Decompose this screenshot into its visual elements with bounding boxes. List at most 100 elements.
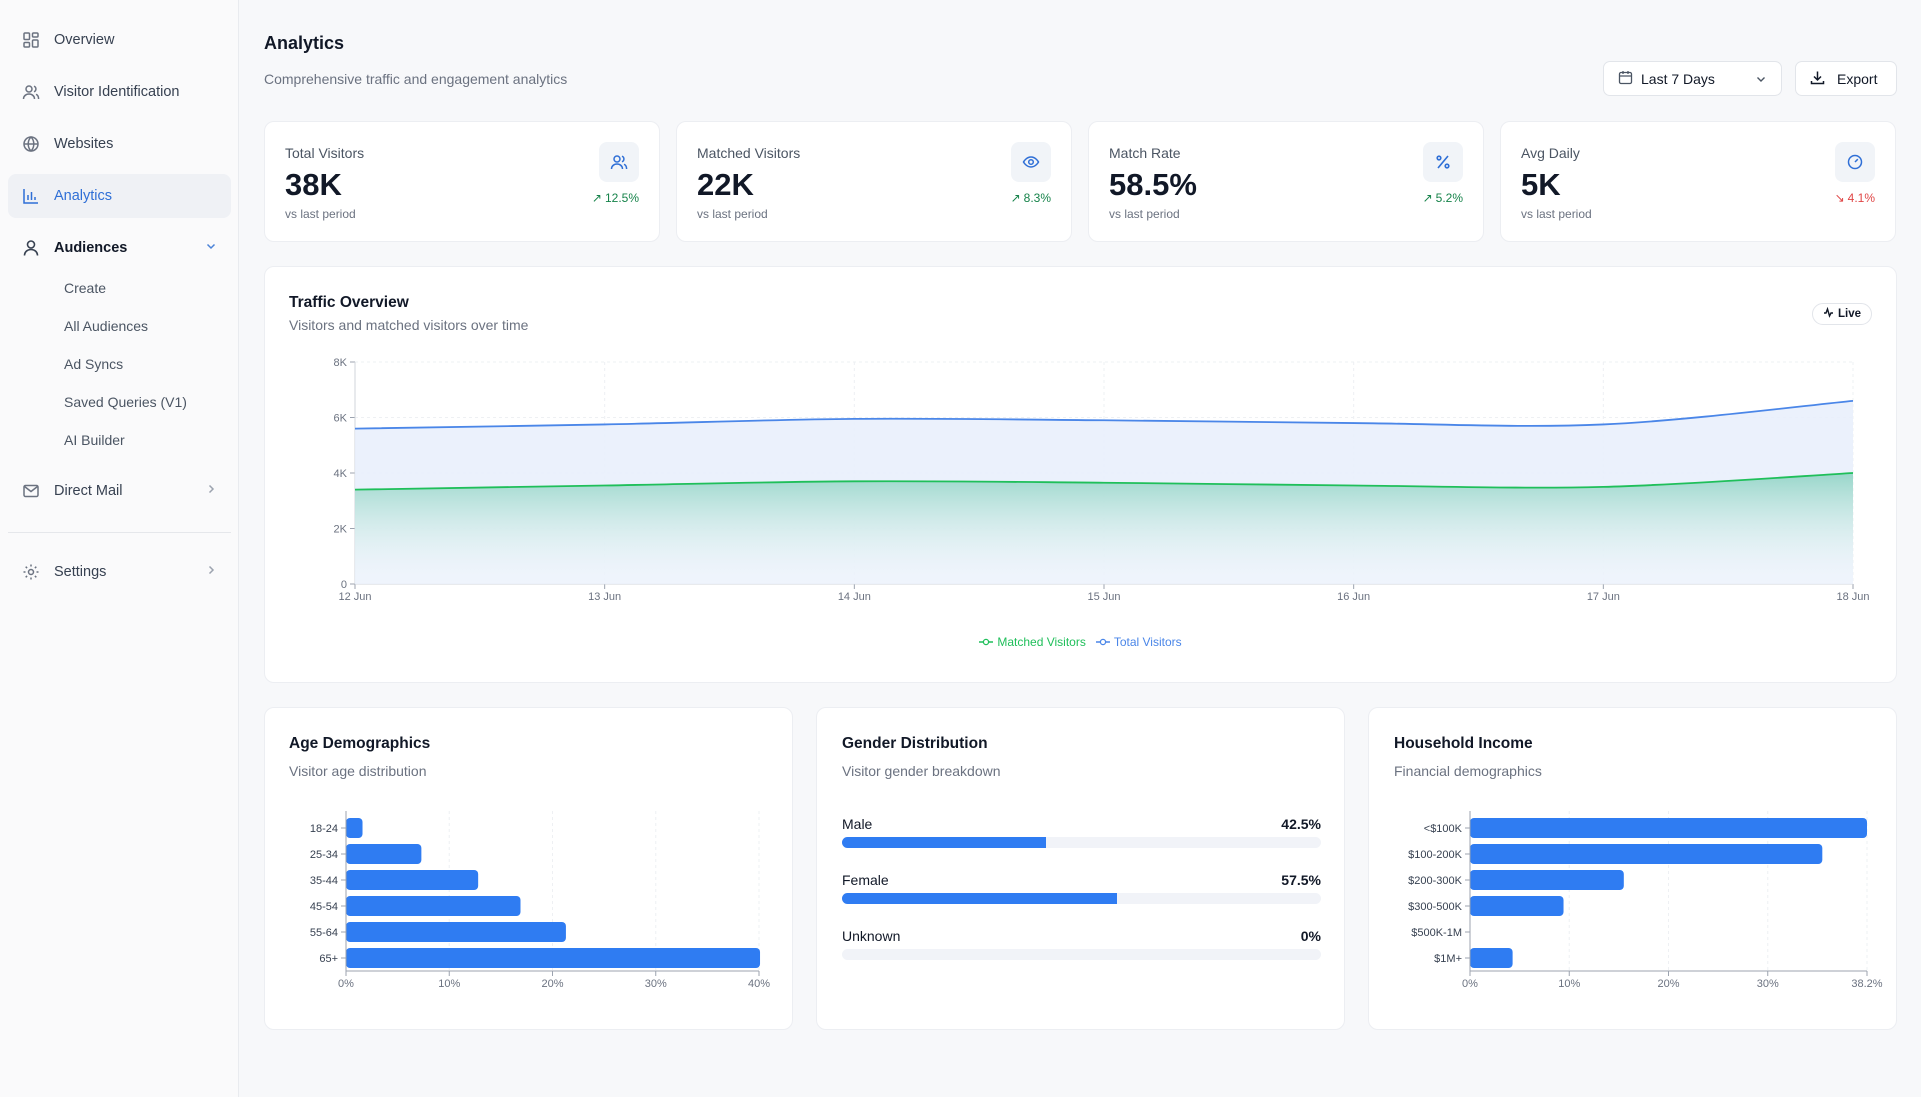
bar (1470, 896, 1564, 916)
sidebar-item-direct-mail[interactable]: Direct Mail (8, 469, 231, 513)
traffic-overview-card: Traffic Overview Visitors and matched vi… (264, 266, 1897, 683)
gender-title: Gender Distribution (842, 735, 988, 752)
x-tick-label: 38.2% (1851, 978, 1882, 990)
live-badge[interactable]: Live (1811, 303, 1872, 325)
gauge-icon (1835, 142, 1875, 182)
legend-item-total[interactable]: Total Visitors (1095, 635, 1182, 649)
bar (346, 844, 422, 864)
x-tick-label: 10% (438, 978, 460, 990)
x-tick-label: 15 Jun (1087, 591, 1120, 603)
age-title: Age Demographics (289, 735, 431, 752)
gender-track (842, 893, 1321, 904)
user-icon (20, 237, 42, 259)
page-subtitle: Comprehensive traffic and engagement ana… (264, 71, 568, 87)
traffic-chart: 0 2K 4K 6K 8K 12 Jun 13 Jun 14 Jun 15 Jun 16 Jun 1… (334, 357, 1870, 603)
grid-icon (20, 29, 42, 51)
y-tick-label: 4K (334, 468, 348, 480)
eye-icon (1011, 142, 1051, 182)
age-chart: 0% 10% 20% 30% 40% 18-24 25-34 35-44 45-54 55-64 6… (310, 811, 770, 990)
date-range-label: Last 7 Days (1641, 70, 1715, 87)
sidebar-divider (8, 532, 231, 533)
arrow-down-right-icon: ↘ (1834, 191, 1845, 205)
sidebar-subitem-ai-builder[interactable]: AI Builder (64, 432, 125, 448)
bar (1470, 818, 1867, 838)
sidebar-subitem-all-audiences[interactable]: All Audiences (64, 318, 149, 334)
stat-card-total-visitors: Total Visitors 38K vs last period ↗ 12.5… (264, 121, 660, 242)
stat-value: 58.5% (1109, 167, 1197, 202)
income-title: Household Income (1394, 735, 1533, 752)
y-tick-label: 45-54 (310, 901, 338, 913)
gender-distribution-card: Gender Distribution Visitor gender break… (816, 707, 1345, 1030)
sidebar-item-audiences[interactable]: Audiences (8, 226, 231, 270)
x-tick-label: 0% (338, 978, 354, 990)
gender-fill (842, 837, 1046, 848)
x-tick-label: 0% (1462, 978, 1478, 990)
sidebar-subitem-create[interactable]: Create (64, 280, 107, 296)
sidebar-item-visitor-identification[interactable]: Visitor Identification (8, 70, 231, 114)
y-tick-label: <$100K (1424, 823, 1463, 835)
stat-card-match-rate: Match Rate 58.5% vs last period ↗ 5.2% (1088, 121, 1484, 242)
legend-item-matched[interactable]: Matched Visitors (979, 635, 1086, 649)
export-label: Export (1837, 70, 1878, 87)
sidebar: Overview Visitor Identification Websites… (0, 0, 239, 1097)
gender-label: Male (842, 816, 873, 832)
activity-icon (1823, 306, 1834, 321)
sidebar-item-label: Overview (54, 32, 115, 48)
x-tick-label: 12 Jun (338, 591, 371, 603)
export-button[interactable]: Export (1795, 61, 1897, 96)
y-tick-label: $100-200K (1408, 849, 1462, 861)
income-chart: 0% 10% 20% 30% 38.2% <$100K $100-200K $200-300K… (1408, 811, 1883, 990)
sidebar-item-overview[interactable]: Overview (8, 18, 231, 62)
sidebar-item-label: Audiences (54, 240, 128, 256)
traffic-legend: Matched Visitors Total Visitors (265, 635, 1896, 649)
date-range-select[interactable]: Last 7 Days (1603, 61, 1782, 96)
stat-value: 38K (285, 167, 342, 202)
y-tick-label: 25-34 (310, 849, 338, 861)
sidebar-item-label: Settings (54, 564, 107, 580)
sidebar-item-analytics[interactable]: Analytics (8, 174, 231, 218)
traffic-subtitle: Visitors and matched visitors over time (289, 317, 529, 333)
bar (346, 948, 761, 968)
stat-card-avg-daily: Avg Daily 5K vs last period ↘ 4.1% (1500, 121, 1896, 242)
users-icon (599, 142, 639, 182)
mail-icon (20, 480, 42, 502)
stat-foot: vs last period (1521, 207, 1592, 221)
stat-label: Match Rate (1109, 145, 1181, 161)
x-tick-label: 30% (1757, 978, 1779, 990)
x-tick-label: 10% (1558, 978, 1580, 990)
sidebar-item-settings[interactable]: Settings (8, 550, 231, 594)
gender-value: 57.5% (1281, 872, 1321, 888)
matched-visitors-area (355, 473, 1853, 584)
gender-label: Unknown (842, 928, 901, 944)
chevron-right-icon (205, 564, 217, 580)
stat-value: 5K (1521, 167, 1561, 202)
stat-label: Avg Daily (1521, 145, 1580, 161)
bar (346, 870, 479, 890)
arrow-up-right-icon: ↗ (1422, 191, 1433, 205)
chevron-right-icon (205, 483, 217, 499)
sidebar-subitem-saved-queries[interactable]: Saved Queries (V1) (64, 394, 187, 410)
y-tick-label: 35-44 (310, 875, 338, 887)
sidebar-item-websites[interactable]: Websites (8, 122, 231, 166)
age-subtitle: Visitor age distribution (289, 763, 427, 779)
stat-change: ↗ 5.2% (1422, 191, 1463, 205)
y-tick-label: 8K (334, 357, 348, 369)
y-tick-label: $1M+ (1434, 953, 1462, 965)
x-tick-label: 17 Jun (1587, 591, 1620, 603)
sidebar-subitem-ad-syncs[interactable]: Ad Syncs (64, 356, 124, 372)
x-tick-label: 13 Jun (588, 591, 621, 603)
chevron-down-icon (1755, 72, 1767, 88)
legend-marker (1095, 638, 1110, 646)
traffic-title: Traffic Overview (289, 294, 409, 311)
stat-foot: vs last period (697, 207, 768, 221)
bar (1470, 844, 1823, 864)
percent-icon (1423, 142, 1463, 182)
y-tick-label: 55-64 (310, 927, 338, 939)
calendar-icon (1618, 70, 1633, 88)
sidebar-item-label: Visitor Identification (54, 84, 180, 100)
bar (346, 896, 521, 916)
y-tick-label: 0 (341, 579, 347, 591)
legend-marker (979, 638, 994, 646)
y-tick-label: 6K (334, 413, 348, 425)
bar (346, 818, 363, 838)
